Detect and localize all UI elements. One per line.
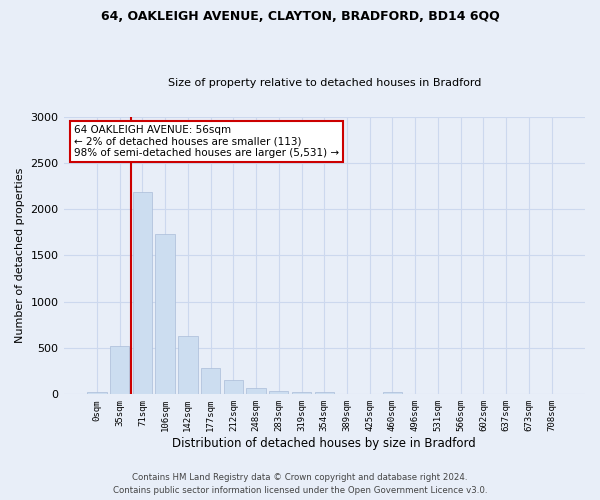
Bar	[178, 336, 197, 394]
Bar	[247, 388, 266, 394]
Bar	[87, 392, 107, 394]
Y-axis label: Number of detached properties: Number of detached properties	[15, 168, 25, 343]
Bar	[383, 392, 402, 394]
Bar	[292, 392, 311, 394]
Bar	[201, 368, 220, 394]
Bar	[110, 346, 130, 395]
Text: Contains HM Land Registry data © Crown copyright and database right 2024.
Contai: Contains HM Land Registry data © Crown c…	[113, 474, 487, 495]
Bar	[224, 380, 243, 394]
Text: 64 OAKLEIGH AVENUE: 56sqm
← 2% of detached houses are smaller (113)
98% of semi-: 64 OAKLEIGH AVENUE: 56sqm ← 2% of detach…	[74, 125, 339, 158]
Title: Size of property relative to detached houses in Bradford: Size of property relative to detached ho…	[167, 78, 481, 88]
X-axis label: Distribution of detached houses by size in Bradford: Distribution of detached houses by size …	[172, 437, 476, 450]
Bar	[133, 192, 152, 394]
Bar	[314, 392, 334, 394]
Bar	[269, 390, 289, 394]
Text: 64, OAKLEIGH AVENUE, CLAYTON, BRADFORD, BD14 6QQ: 64, OAKLEIGH AVENUE, CLAYTON, BRADFORD, …	[101, 10, 499, 23]
Bar	[155, 234, 175, 394]
